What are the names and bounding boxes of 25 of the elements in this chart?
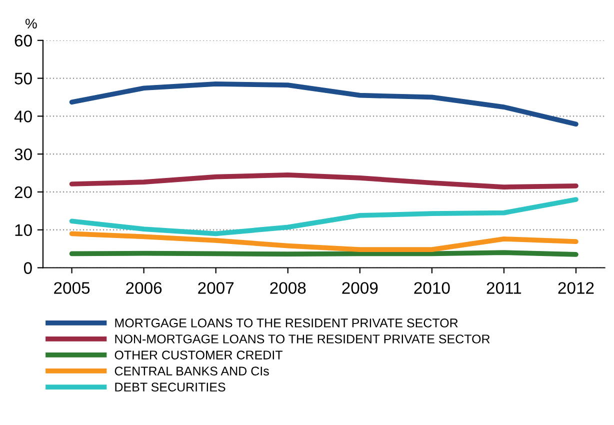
line-series <box>69 82 578 127</box>
x-tick-label: 2007 <box>198 282 234 294</box>
x-tick-label: 2006 <box>126 282 162 294</box>
y-tick-label: 40 <box>14 110 32 122</box>
legend-label: MORTGAGE LOANS TO THE RESIDENT PRIVATE SECTOR <box>115 318 458 328</box>
y-tick-label: 60 <box>14 34 32 47</box>
y-axis-title: % <box>26 18 37 28</box>
y-tick-label: 20 <box>14 186 32 198</box>
line-series <box>69 197 578 236</box>
x-tick-label: 2011 <box>486 282 522 294</box>
y-tick-label: 50 <box>14 72 32 84</box>
y-tick-label: 30 <box>14 148 32 160</box>
legend-label: DEBT SECURITIES <box>115 382 226 392</box>
x-tick-label: 2005 <box>54 282 90 294</box>
x-tick-label: 2008 <box>270 282 306 294</box>
y-tick-label: 0 <box>24 262 32 274</box>
x-tick-label: 2010 <box>414 282 450 294</box>
line-series <box>69 231 578 252</box>
legend-label: NON-MORTGAGE LOANS TO THE RESIDENT PRIVATE SECTOR <box>115 334 490 344</box>
y-tick-label: 10 <box>15 224 32 236</box>
line-series <box>69 172 578 190</box>
legend-label: OTHER CUSTOMER CREDIT <box>114 350 282 360</box>
legend-label: CENTRAL BANKS AND CIs <box>114 366 269 376</box>
x-tick-label: 2009 <box>342 282 378 294</box>
x-tick-label: 2012 <box>558 282 594 294</box>
